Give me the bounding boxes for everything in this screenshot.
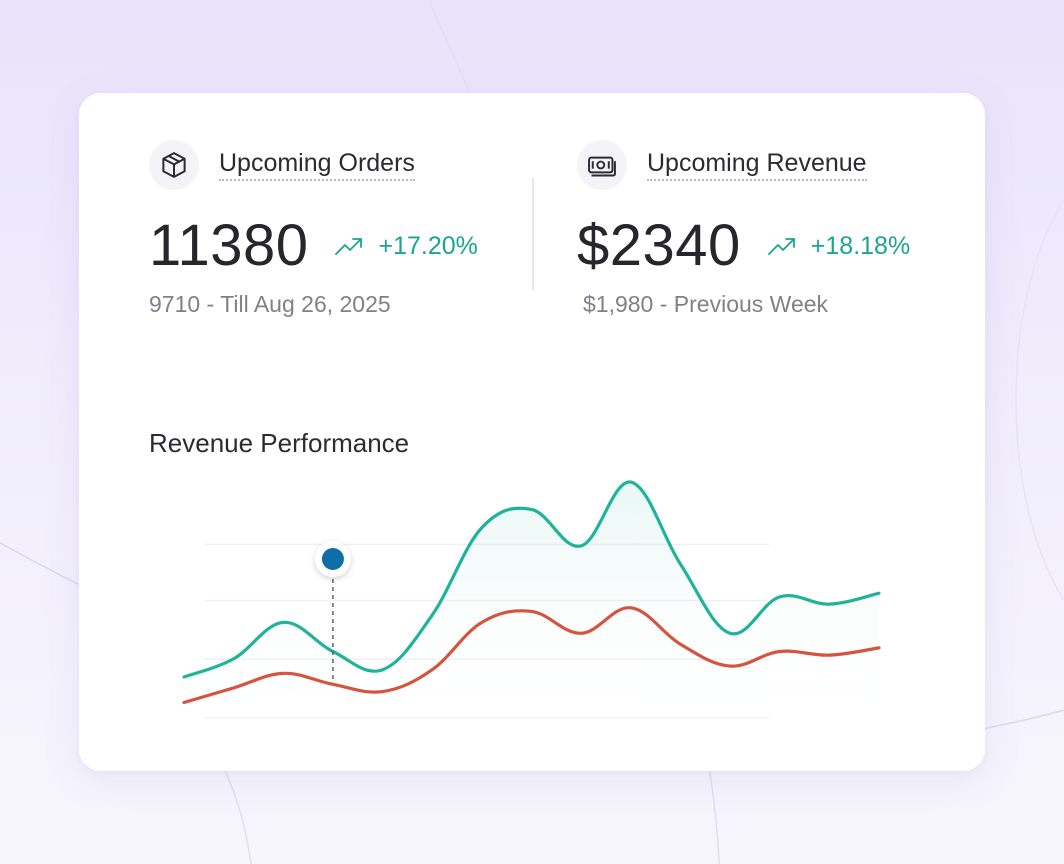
revenue-card: Upcoming Orders 11380 +17.20% 9710 - Til… xyxy=(79,93,985,771)
upcoming-revenue-change: +18.18% xyxy=(810,231,911,260)
revenue-performance-chart xyxy=(182,480,881,728)
upcoming-revenue-title[interactable]: Upcoming Revenue xyxy=(647,149,867,181)
upcoming-orders-value: 11380 xyxy=(149,213,309,278)
stat-divider xyxy=(532,178,534,290)
upcoming-orders-stat: Upcoming Orders 11380 +17.20% 9710 - Til… xyxy=(149,93,529,333)
upcoming-revenue-value: $2340 xyxy=(577,213,741,278)
upcoming-revenue-stat: Upcoming Revenue $2340 +18.18% $1,980 - … xyxy=(577,93,957,333)
trending-up-icon xyxy=(767,238,795,255)
upcoming-orders-subtext: 9710 - Till Aug 26, 2025 xyxy=(149,291,391,317)
trending-up-icon xyxy=(335,238,363,255)
box-icon xyxy=(149,140,199,190)
upcoming-orders-change: +17.20% xyxy=(378,231,478,260)
chart-title: Revenue Performance xyxy=(149,428,410,458)
upcoming-revenue-subtext: $1,980 - Previous Week xyxy=(583,291,829,317)
cash-icon xyxy=(577,140,627,190)
series-2-line xyxy=(182,606,881,705)
chart-marker-point[interactable] xyxy=(321,548,344,570)
series-1-area xyxy=(184,481,879,728)
series-1-line xyxy=(182,480,881,679)
upcoming-orders-title[interactable]: Upcoming Orders xyxy=(219,149,415,181)
